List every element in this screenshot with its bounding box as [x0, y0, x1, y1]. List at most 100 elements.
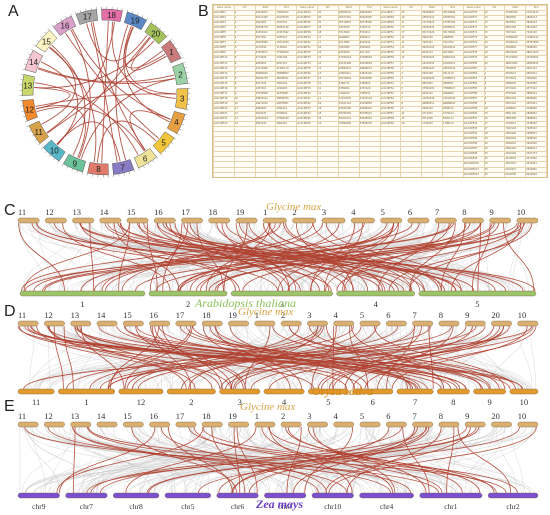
scale-tick [37, 143, 41, 146]
species-label-c-top: Glycine max [266, 201, 322, 213]
ortholog-link [31, 222, 278, 292]
background-link [159, 426, 268, 494]
oryza-d-chromosome [509, 388, 539, 395]
zea-e-chromosome [113, 492, 160, 499]
glycine-c-chromosome-label: 1 [263, 207, 267, 217]
glycine-d-chromosome-label: 1 [255, 310, 259, 320]
zea-e-chromosome [487, 492, 539, 499]
oryza-d-chromosome-label: 8 [451, 397, 455, 407]
ortholog-link [328, 426, 537, 494]
ortholog-link [233, 325, 377, 390]
scale-tick [26, 125, 30, 127]
glycine-c-chromosome [17, 217, 40, 224]
glycine-e-chromosome-label: 4 [334, 411, 339, 421]
table-cell [379, 176, 402, 177]
zea-e-chromosome-label: chr7 [80, 502, 94, 511]
background-link [48, 222, 474, 292]
zea-e-chromosome-label: chr6 [231, 502, 245, 511]
background-link [71, 222, 438, 292]
scale-tick [47, 28, 50, 31]
background-link [34, 325, 152, 390]
ortholog-link [120, 222, 425, 292]
background-link [193, 222, 212, 292]
ortholog-link [137, 222, 457, 292]
ortholog-link [409, 222, 456, 292]
glycine-e-chromosome [438, 421, 460, 428]
ortholog-link [342, 222, 400, 292]
ortholog-link [346, 426, 442, 494]
glycine-c-chromosome [380, 217, 403, 224]
chromosome-segment [62, 153, 86, 173]
ortholog-link [189, 222, 330, 292]
background-link [254, 426, 317, 494]
ortholog-link [503, 222, 535, 292]
glycine-c-chromosome [489, 217, 511, 224]
background-link [189, 325, 316, 390]
zea-e-chromosome-label: chr2 [506, 502, 520, 511]
table-cell [233, 176, 256, 177]
background-link [352, 222, 491, 292]
collinear-link [123, 26, 166, 69]
zea-e-chromosome-label: chr3 [278, 502, 292, 511]
oryza-d-chromosome-label: 3 [238, 397, 242, 407]
glycine-d-chromosome-label: 9 [465, 310, 469, 320]
background-link [178, 222, 185, 292]
glycine-d-chromosome [386, 320, 407, 327]
ortholog-link [189, 222, 340, 292]
scale-tick [60, 18, 63, 22]
oryza-d-chromosome [473, 388, 506, 395]
background-link [495, 426, 517, 494]
glycine-c-chromosome [153, 217, 176, 224]
panel-label-e: E [4, 398, 15, 415]
glycine-d-chromosome-label: 19 [228, 310, 237, 320]
scale-tick [155, 23, 157, 27]
scale-tick [181, 124, 184, 126]
species-label-d-bottom: Oryza sativa [312, 384, 373, 398]
glycine-e-chromosome-label: 11 [18, 411, 26, 421]
collinear-link [51, 44, 86, 156]
ortholog-link [332, 325, 335, 390]
scale-tick [173, 43, 176, 45]
table-cell: GmCdRF103 [462, 176, 485, 177]
oryza-d-chromosome-label: 11 [32, 397, 40, 407]
background-link [47, 325, 50, 390]
glycine-c-chromosome [434, 217, 457, 224]
glycine-e-chromosome-label: 8 [439, 411, 443, 421]
glycine-e-chromosome-label: 17 [176, 411, 185, 421]
collinear-link [130, 37, 167, 71]
ortholog-link [63, 325, 74, 390]
arabidopsis-c-chromosome-label: 3 [280, 299, 284, 309]
background-link [375, 222, 451, 292]
glycine-d-chromosome-label: 3 [307, 310, 311, 320]
oryza-d-chromosome-label: 9 [488, 397, 492, 407]
glycine-d-chromosome-label: 10 [518, 310, 527, 320]
ortholog-link [236, 426, 258, 494]
scale-tick [86, 173, 88, 176]
glycine-d-chromosome [280, 320, 302, 327]
glycine-e-chromosome [149, 421, 170, 428]
arabidopsis-c-chromosome [19, 290, 146, 297]
oryza-d-chromosome-label: 1 [84, 397, 88, 407]
scale-tick [30, 48, 34, 51]
scale-tick [150, 20, 153, 23]
glycine-c-chromosome-label: 4 [351, 207, 356, 217]
ortholog-link [118, 222, 130, 292]
glycine-e-chromosome [517, 421, 539, 428]
glycine-d-chromosome [17, 320, 39, 327]
species-label-e-top: Glycine max [240, 401, 296, 413]
zea-e-chromosome-label: chr1 [444, 502, 458, 511]
glycine-c-chromosome-label: 19 [236, 207, 245, 217]
glycine-c-chromosome-label: 14 [100, 207, 109, 217]
background-link [190, 222, 413, 292]
arabidopsis-c-chromosome-label: 2 [186, 299, 190, 309]
glycine-e-chromosome [464, 421, 486, 428]
collinear-link [40, 61, 79, 146]
ortholog-link [272, 325, 482, 390]
ortholog-link [451, 222, 522, 292]
chromosome-segment [144, 22, 168, 45]
glycine-d-chromosome [491, 320, 512, 327]
background-link [438, 426, 480, 494]
glycine-e-chromosome-label: 1 [255, 411, 259, 421]
zea-e-chromosome [311, 492, 354, 499]
